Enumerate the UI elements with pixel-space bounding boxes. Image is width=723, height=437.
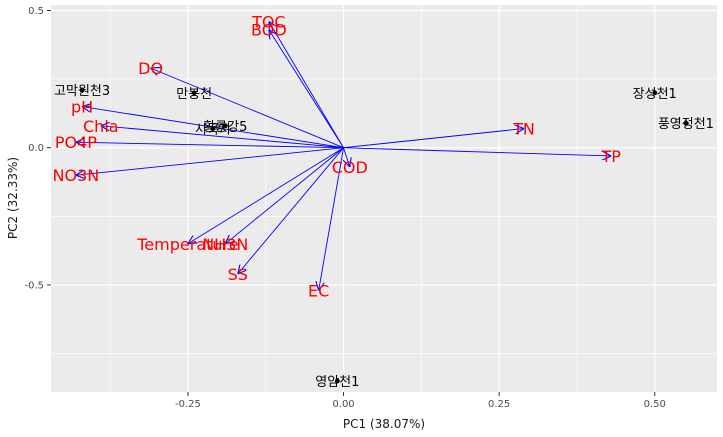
loading-arrows <box>76 21 611 290</box>
site-point <box>222 123 228 129</box>
variable-label: TN <box>512 120 535 139</box>
site-point <box>334 378 340 384</box>
x-axis-title: PC1 (38.07%) <box>343 417 425 431</box>
site-point <box>79 87 85 93</box>
x-tick-label: 0.00 <box>332 399 354 410</box>
variable-label: pH <box>71 98 93 117</box>
loading-arrow <box>269 30 344 148</box>
variable-label: TP <box>600 147 621 166</box>
site-label: 풍영정천1 <box>658 117 714 132</box>
variable-label: NO3N <box>53 166 100 185</box>
site-point <box>683 120 689 126</box>
loading-arrow <box>76 147 344 175</box>
site-label: 장성천1 <box>633 87 677 102</box>
loading-arrow <box>238 147 344 274</box>
variable-label: EC <box>308 281 329 300</box>
loading-arrow <box>344 147 350 167</box>
variable-label: TOC <box>251 12 286 31</box>
loading-arrow <box>188 147 344 244</box>
plot-panel <box>51 5 717 392</box>
site-point <box>652 90 658 96</box>
y-tick-label: -0.5 <box>24 280 44 291</box>
loading-arrow <box>319 147 344 291</box>
site-label: 시목지 <box>195 123 231 138</box>
loading-arrow <box>76 142 344 149</box>
site-label: 만봉천 <box>176 87 212 102</box>
site-label: 영암천1 <box>315 375 359 390</box>
variable-label: SS <box>228 265 248 284</box>
x-tick-label: -0.25 <box>175 399 201 410</box>
site-point <box>191 90 197 96</box>
loading-arrow <box>343 147 612 156</box>
y-tick-label: 0.5 <box>28 6 44 17</box>
loading-arrow <box>225 147 344 244</box>
gridlines <box>51 5 717 392</box>
y-tick-label: 0.0 <box>28 143 44 154</box>
y-axis-title: PC2 (32.33%) <box>6 157 20 239</box>
variable-label: Temperature <box>136 235 238 254</box>
loading-arrow <box>101 126 344 149</box>
variable-label: PO4P <box>55 133 97 152</box>
loading-arrow <box>343 129 525 149</box>
axis-ticks: -0.25 0.00 0.25 0.50 -0.5 0.0 0.5 <box>24 6 665 410</box>
x-tick-label: 0.50 <box>644 399 666 410</box>
variable-label: DO <box>138 59 163 78</box>
variable-label: BOD <box>251 21 287 40</box>
loading-arrow <box>151 68 344 149</box>
site-point <box>210 126 216 131</box>
site-label: 황룡강5 <box>203 120 247 135</box>
variable-label: COD <box>332 158 368 177</box>
site-label: 고막원천3 <box>54 84 110 99</box>
variable-label: NH3N <box>202 235 248 254</box>
loading-arrow <box>269 21 344 148</box>
x-tick-label: 0.25 <box>488 399 510 410</box>
variable-label: Chla <box>83 117 119 136</box>
